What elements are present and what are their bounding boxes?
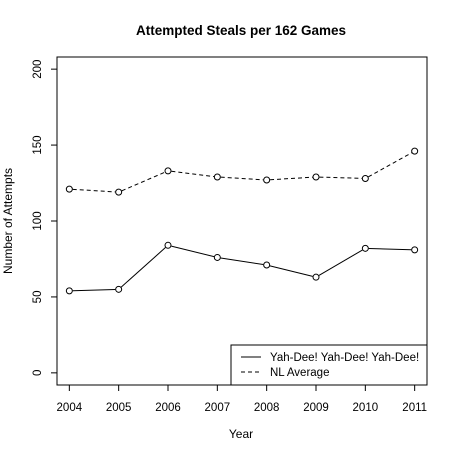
- x-tick-label-2008: 2008: [254, 402, 280, 414]
- x-tick-label-2006: 2006: [155, 402, 181, 414]
- series-1-point-2005: [115, 285, 123, 293]
- series-layer: [65, 147, 419, 295]
- series-2-point-2004: [65, 185, 73, 193]
- series-2-segment-1: [72, 188, 116, 193]
- series-1-point-2007: [213, 253, 221, 261]
- series-2-segment-3: [171, 170, 215, 178]
- y-tick-label-100: 100: [32, 211, 44, 230]
- chart-title: Attempted Steals per 162 Games: [136, 23, 346, 38]
- y-axis: 0 50 100 150 200: [32, 60, 57, 376]
- x-tick-label-2005: 2005: [106, 402, 132, 414]
- series-1-segment-4: [220, 257, 264, 266]
- series-2-segment-2: [121, 171, 166, 192]
- series-1-segment-1: [72, 288, 116, 292]
- series-2-point-2010: [361, 174, 369, 182]
- y-tick-label-200: 200: [32, 60, 44, 79]
- x-tick-label-2007: 2007: [205, 402, 231, 414]
- plot-frame: [56, 56, 428, 386]
- y-tick-label-0: 0: [32, 370, 44, 376]
- series-1-segment-2: [120, 247, 166, 288]
- series-1-point-2011: [411, 246, 419, 254]
- series-2-segment-4: [220, 176, 264, 181]
- series-2-segment-5: [270, 176, 313, 181]
- series-1-point-2008: [263, 261, 271, 269]
- y-axis-label: Number of Attempts: [1, 168, 15, 274]
- x-axis-label: Year: [229, 427, 253, 441]
- y-tick-label-50: 50: [32, 291, 44, 304]
- series-2-point-2005: [115, 188, 123, 196]
- series-1-segment-3: [171, 245, 215, 258]
- x-axis: 2004 2005 2006 2007 2008 2009 2010 2011: [57, 385, 427, 414]
- series-1-segment-6: [318, 249, 363, 276]
- series-1-segment-5: [269, 265, 313, 277]
- series-2-point-2007: [213, 173, 221, 181]
- series-2-point-2009: [312, 173, 320, 181]
- x-tick-label-2011: 2011: [402, 402, 427, 414]
- x-tick-label-2004: 2004: [57, 402, 83, 414]
- series-2-point-2006: [164, 167, 172, 175]
- series-1-segment-7: [368, 247, 412, 251]
- legend-box: [230, 344, 428, 386]
- legend: Yah-Dee! Yah-Dee! Yah-Dee! NL Average: [230, 344, 428, 386]
- series-1-point-2006: [164, 241, 172, 249]
- series-1-point-2009: [312, 273, 320, 281]
- legend-entry-series-2: NL Average: [270, 367, 329, 379]
- y-tick-label-150: 150: [32, 135, 44, 154]
- series-1-point-2010: [361, 244, 369, 252]
- x-tick-label-2009: 2009: [303, 402, 329, 414]
- legend-entry-series-1: Yah-Dee! Yah-Dee! Yah-Dee!: [270, 352, 419, 364]
- series-2-point-2011: [411, 147, 419, 155]
- series-2-segment-7: [368, 152, 412, 178]
- x-tick-label-2010: 2010: [353, 402, 379, 414]
- series-2-point-2008: [263, 176, 271, 184]
- series-2-segment-6: [319, 176, 362, 179]
- series-1-point-2004: [65, 287, 73, 295]
